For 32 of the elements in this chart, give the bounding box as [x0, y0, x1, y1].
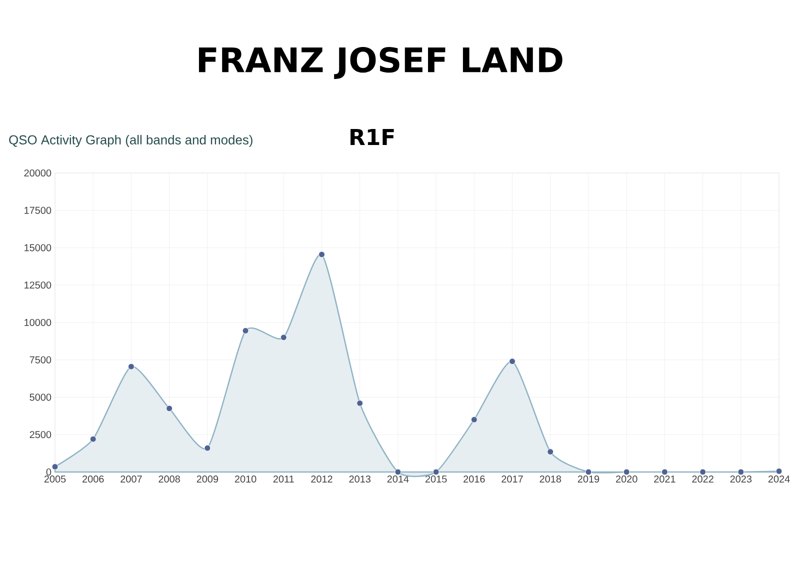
- text: R1F: [350, 128, 394, 145]
- chart-subtitle: QSO Activity Graph (all bands and modes): [9, 134, 252, 148]
- x-tick-label: 2016: [464, 476, 485, 483]
- y-tick-label: 2500: [30, 431, 52, 438]
- x-tick-label: 2011: [273, 476, 294, 483]
- y-tick-label: 10000: [24, 318, 52, 326]
- x-tick-label: 2010: [234, 476, 256, 483]
- x-tick-label: 2024: [768, 476, 790, 483]
- y-tick-label: 7500: [30, 356, 52, 364]
- y-tick-label: 20000: [24, 169, 52, 177]
- x-tick-label: 2018: [540, 476, 562, 483]
- y-tick-label: 0: [46, 468, 52, 476]
- chart-title: FRANZ JOSEF LAND: [198, 47, 562, 79]
- y-tick-label: 15000: [24, 244, 52, 252]
- x-tick-label: 2023: [730, 476, 752, 483]
- x-tick-label: 2008: [158, 476, 180, 483]
- x-tick-label: 2015: [425, 476, 447, 483]
- y-tick-label: 5000: [30, 394, 52, 401]
- y-tick-label: 12500: [24, 282, 52, 289]
- x-tick-label: 2017: [502, 476, 523, 483]
- x-tick-label: 2014: [387, 476, 409, 483]
- x-tick-label: 2007: [120, 476, 142, 483]
- x-tick-label: 2022: [692, 476, 714, 483]
- x-tick-label: 2019: [578, 476, 600, 483]
- x-tick-label: 2006: [82, 476, 104, 483]
- x-tick-label: 2009: [196, 476, 218, 483]
- x-tick-label: 2005: [44, 476, 66, 483]
- x-tick-label: 2012: [311, 476, 332, 483]
- x-tick-label: 2013: [349, 476, 370, 483]
- y-tick-label: 17500: [24, 206, 52, 214]
- x-tick-label: 2021: [654, 476, 676, 483]
- x-tick-label: 2020: [616, 476, 638, 483]
